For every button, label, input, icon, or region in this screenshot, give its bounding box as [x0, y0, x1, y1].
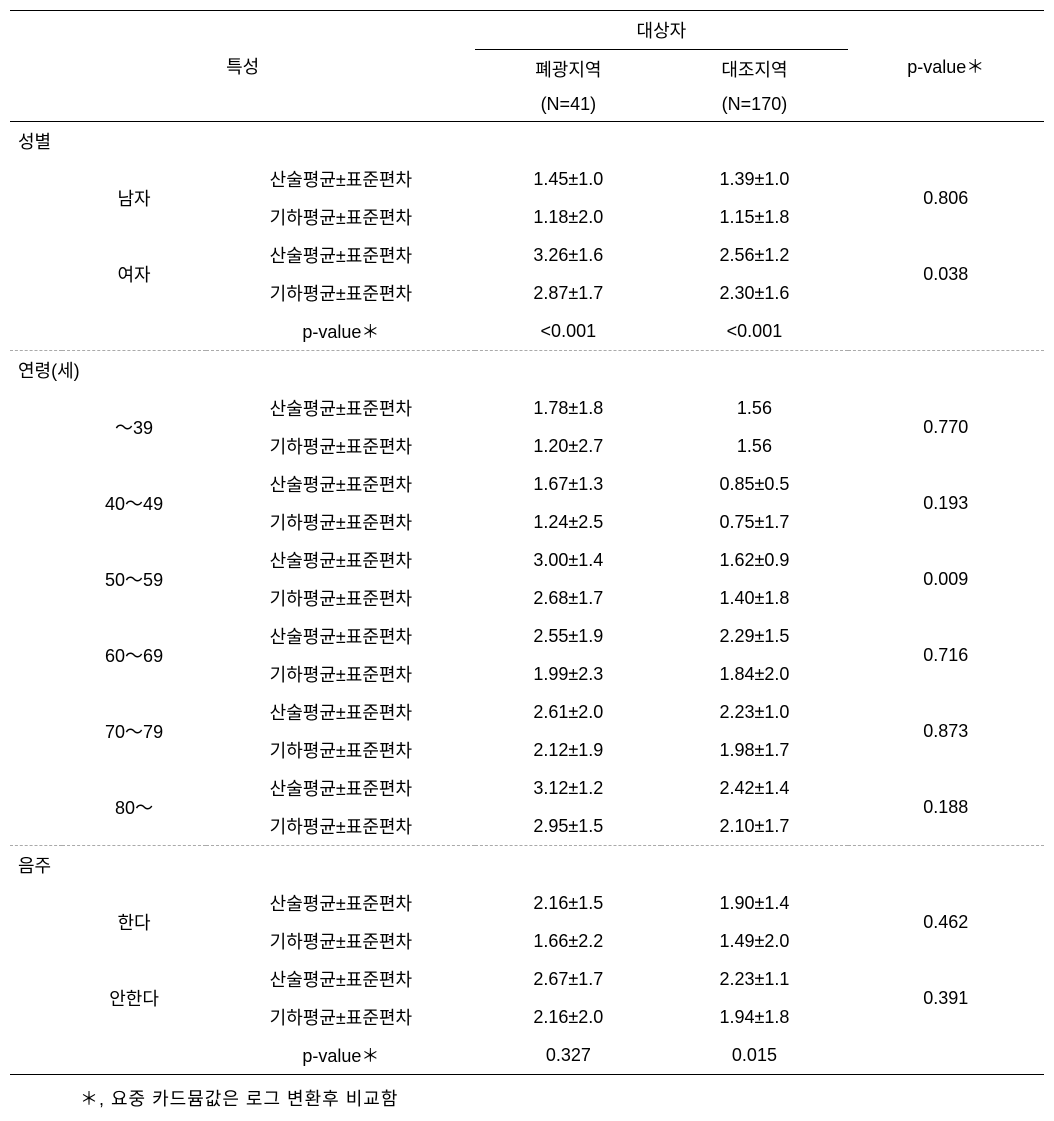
row-label: 기하평균±표준편차 — [206, 274, 475, 312]
row-label: 기하평균±표준편차 — [206, 427, 475, 465]
row-label: 산술평균±표준편차 — [206, 693, 475, 731]
row-label: 산술평균±표준편차 — [206, 236, 475, 274]
cell-value: 3.12±1.2 — [475, 769, 661, 807]
cell-pvalue: 0.188 — [848, 769, 1045, 846]
statistics-table: 특성 대상자 p-value＊ 폐광지역 대조지역 (N=41) (N=170)… — [10, 10, 1044, 1075]
row-label: 산술평균±표준편차 — [206, 769, 475, 807]
row-category: 50～59 — [62, 541, 207, 617]
cell-value: 2.56±1.2 — [661, 236, 847, 274]
row-label: 기하평균±표준편차 — [206, 655, 475, 693]
cell-value: 1.45±1.0 — [475, 160, 661, 198]
cell-value: 1.78±1.8 — [475, 389, 661, 427]
cell-pvalue: 0.462 — [848, 884, 1045, 960]
row-label: 기하평균±표준편차 — [206, 503, 475, 541]
header-group2-n: (N=170) — [661, 88, 847, 122]
section-title: 성별 — [10, 122, 1044, 161]
section-title: 음주 — [10, 846, 1044, 885]
cell-value: 2.16±2.0 — [475, 998, 661, 1036]
cell-value: 0.85±0.5 — [661, 465, 847, 503]
cell-value: 2.61±2.0 — [475, 693, 661, 731]
cell-pvalue: 0.009 — [848, 541, 1045, 617]
cell-value: 1.20±2.7 — [475, 427, 661, 465]
row-category: 70～79 — [62, 693, 207, 769]
row-label: 기하평균±표준편차 — [206, 579, 475, 617]
row-category: 60～69 — [62, 617, 207, 693]
cell-pvalue: 0.193 — [848, 465, 1045, 541]
cell-value: 1.66±2.2 — [475, 922, 661, 960]
cell-value: 1.62±0.9 — [661, 541, 847, 579]
header-group1-n: (N=41) — [475, 88, 661, 122]
cell-pvalue: 0.716 — [848, 617, 1045, 693]
row-category: 한다 — [62, 884, 207, 960]
cell-value: 1.99±2.3 — [475, 655, 661, 693]
cell-value: 1.15±1.8 — [661, 198, 847, 236]
row-category: 40～49 — [62, 465, 207, 541]
cell-value: 1.40±1.8 — [661, 579, 847, 617]
cell-value: 2.16±1.5 — [475, 884, 661, 922]
cell-value: 1.39±1.0 — [661, 160, 847, 198]
cell-value: 2.23±1.0 — [661, 693, 847, 731]
row-category: 안한다 — [62, 960, 207, 1036]
row-category: ～39 — [62, 389, 207, 465]
cell-value: 2.87±1.7 — [475, 274, 661, 312]
row-label: 산술평균±표준편차 — [206, 541, 475, 579]
cell-value: 1.56 — [661, 427, 847, 465]
cell-value: 1.94±1.8 — [661, 998, 847, 1036]
cell-value: 2.10±1.7 — [661, 807, 847, 846]
cell-pvalue: 0.038 — [848, 236, 1045, 312]
cell-value: 1.18±2.0 — [475, 198, 661, 236]
cell-pvalue: 0.873 — [848, 693, 1045, 769]
row-label: 산술평균±표준편차 — [206, 389, 475, 427]
header-characteristic: 특성 — [10, 11, 475, 122]
row-label: 기하평균±표준편차 — [206, 807, 475, 846]
row-category: 남자 — [62, 160, 207, 236]
row-label: 기하평균±표준편차 — [206, 998, 475, 1036]
cell-value: 2.12±1.9 — [475, 731, 661, 769]
cell-value: 2.30±1.6 — [661, 274, 847, 312]
cell-value: <0.001 — [475, 312, 661, 351]
header-subjects: 대상자 — [475, 11, 847, 50]
cell-value: 2.95±1.5 — [475, 807, 661, 846]
row-label-pvalue: p-value＊ — [206, 312, 475, 351]
cell-value: 1.24±2.5 — [475, 503, 661, 541]
header-pvalue: p-value＊ — [848, 11, 1045, 122]
row-label: 산술평균±표준편차 — [206, 884, 475, 922]
cell-value: 2.55±1.9 — [475, 617, 661, 655]
row-label-pvalue: p-value＊ — [206, 1036, 475, 1075]
row-label: 기하평균±표준편차 — [206, 731, 475, 769]
cell-value: <0.001 — [661, 312, 847, 351]
row-label: 산술평균±표준편차 — [206, 160, 475, 198]
row-label: 산술평균±표준편차 — [206, 465, 475, 503]
cell-value: 3.26±1.6 — [475, 236, 661, 274]
row-label: 기하평균±표준편차 — [206, 198, 475, 236]
cell-value: 1.84±2.0 — [661, 655, 847, 693]
cell-value: 1.67±1.3 — [475, 465, 661, 503]
row-label: 산술평균±표준편차 — [206, 617, 475, 655]
cell-value: 0.75±1.7 — [661, 503, 847, 541]
cell-value: 3.00±1.4 — [475, 541, 661, 579]
cell-value: 2.67±1.7 — [475, 960, 661, 998]
row-category: 여자 — [62, 236, 207, 312]
section-title: 연령(세) — [10, 351, 1044, 390]
header-group2: 대조지역 — [661, 50, 847, 89]
cell-value: 1.98±1.7 — [661, 731, 847, 769]
cell-value: 2.29±1.5 — [661, 617, 847, 655]
cell-pvalue: 0.806 — [848, 160, 1045, 236]
cell-value: 2.42±1.4 — [661, 769, 847, 807]
row-label: 산술평균±표준편차 — [206, 960, 475, 998]
cell-pvalue: 0.770 — [848, 389, 1045, 465]
cell-value: 2.23±1.1 — [661, 960, 847, 998]
row-label: 기하평균±표준편차 — [206, 922, 475, 960]
cell-value: 0.327 — [475, 1036, 661, 1075]
cell-value: 0.015 — [661, 1036, 847, 1075]
header-group1: 폐광지역 — [475, 50, 661, 89]
cell-pvalue: 0.391 — [848, 960, 1045, 1036]
cell-value: 2.68±1.7 — [475, 579, 661, 617]
footnote: ＊, 요중 카드뮴값은 로그 변환후 비교함 — [10, 1075, 1044, 1111]
cell-value: 1.49±2.0 — [661, 922, 847, 960]
cell-value: 1.90±1.4 — [661, 884, 847, 922]
row-category: 80～ — [62, 769, 207, 846]
cell-value: 1.56 — [661, 389, 847, 427]
